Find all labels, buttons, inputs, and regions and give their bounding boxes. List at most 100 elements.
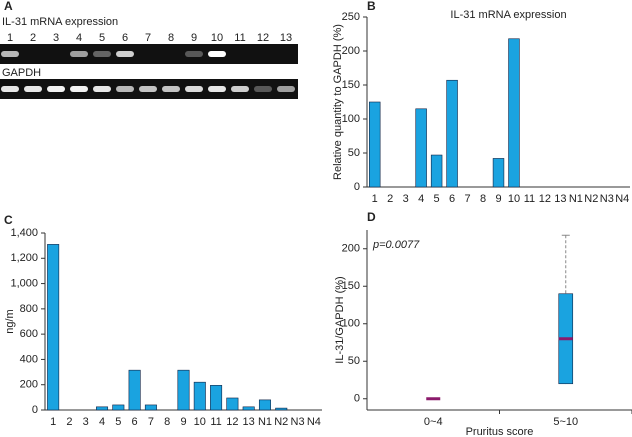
x-tick-label: 5 <box>434 193 440 205</box>
x-tick-label: N4 <box>307 416 321 428</box>
band <box>93 51 111 57</box>
band <box>47 86 65 92</box>
y-tick-label: 50 <box>348 355 360 367</box>
band <box>70 51 88 57</box>
x-tick-label: 11 <box>524 193 535 205</box>
gel-strip <box>0 44 298 64</box>
band <box>185 51 203 57</box>
band <box>116 51 134 57</box>
x-tick-label: 2 <box>66 416 72 428</box>
band <box>277 86 295 92</box>
x-tick-label: 12 <box>226 416 238 428</box>
y-tick-label: 1,200 <box>10 252 38 264</box>
x-tick-label: 13 <box>243 416 255 428</box>
x-tick-label: 3 <box>83 416 89 428</box>
x-tick-label: 10 <box>194 416 206 428</box>
x-tick-label: 0~4 <box>424 416 443 428</box>
annotation: p=0.0077 <box>372 239 420 251</box>
band <box>116 86 134 92</box>
x-tick-label: 5 <box>115 416 121 428</box>
y-tick-label: 200 <box>342 45 360 57</box>
x-tick-label: 1 <box>372 193 378 205</box>
panel-label: C <box>4 213 13 227</box>
x-tick-label: 2 <box>387 193 393 205</box>
y-tick-label: 200 <box>20 379 38 391</box>
y-tick-label: 1,400 <box>10 227 38 239</box>
bar <box>47 244 60 411</box>
bar <box>226 397 239 411</box>
y-tick-label: 150 <box>342 79 360 91</box>
y-tick-label: 200 <box>342 243 360 255</box>
y-tick-label: 0 <box>32 404 38 416</box>
lane-label: 10 <box>211 32 223 44</box>
lane-label: 1 <box>7 32 13 44</box>
bar <box>369 101 381 188</box>
bar <box>177 369 190 411</box>
lane-label: 13 <box>280 32 292 44</box>
y-tick-label: 400 <box>20 353 38 365</box>
band <box>1 86 19 92</box>
x-tick-label: 11 <box>210 416 221 428</box>
x-tick-label: 6 <box>132 416 138 428</box>
bar <box>492 158 505 188</box>
band <box>93 86 111 92</box>
x-tick-label: 13 <box>554 193 566 205</box>
band <box>185 86 203 92</box>
x-tick-label: 7 <box>148 416 154 428</box>
bar <box>210 385 223 411</box>
chart-title: IL-31 mRNA expression <box>450 9 566 21</box>
x-tick-label: N4 <box>615 193 629 205</box>
bar <box>508 38 520 188</box>
x-tick-label: 6 <box>449 193 455 205</box>
panel-label: A <box>4 0 13 13</box>
y-tick-label: 0 <box>354 181 360 193</box>
bar <box>96 406 109 411</box>
x-tick-label: 4 <box>99 416 105 428</box>
x-tick-label: 5~10 <box>553 416 578 428</box>
x-tick-label: 3 <box>403 193 409 205</box>
y-axis-label: Relative quantity to GAPDH (%) <box>332 24 344 180</box>
lane-label: 8 <box>168 32 174 44</box>
bar <box>242 406 255 411</box>
x-tick-label: 10 <box>508 193 520 205</box>
x-tick-label: 1 <box>50 416 56 428</box>
y-axis-label: IL-31/GAPDH (%) <box>334 276 346 363</box>
band <box>231 86 249 92</box>
panel-label: D <box>367 210 376 224</box>
x-tick-label: N1 <box>258 416 272 428</box>
band <box>254 86 272 92</box>
lane-label: 2 <box>30 32 36 44</box>
bar <box>415 108 427 188</box>
bar <box>430 154 443 188</box>
band <box>24 86 42 92</box>
x-tick-label: 4 <box>418 193 424 205</box>
bar <box>446 79 458 188</box>
y-tick-label: 50 <box>348 147 360 159</box>
y-tick-label: 150 <box>342 280 360 292</box>
lane-label: 11 <box>234 32 245 44</box>
bar <box>193 381 206 411</box>
x-tick-label: 9 <box>495 193 501 205</box>
lane-label: 5 <box>99 32 105 44</box>
panel-label: B <box>367 0 376 13</box>
lane-label: 6 <box>122 32 128 44</box>
lane-label: 4 <box>76 32 82 44</box>
x-tick-label: N2 <box>274 416 288 428</box>
y-tick-label: 0 <box>354 393 360 405</box>
y-axis-label: ng/m <box>4 309 16 333</box>
x-tick-label: 9 <box>180 416 186 428</box>
bar <box>128 369 141 411</box>
band <box>1 51 19 57</box>
band <box>208 86 226 92</box>
gel-title: IL-31 mRNA expression <box>2 16 118 28</box>
y-tick-label: 1,000 <box>10 277 38 289</box>
x-tick-label: 8 <box>164 416 170 428</box>
lane-label: 12 <box>257 32 269 44</box>
bar <box>258 399 271 411</box>
bar <box>275 407 288 411</box>
lane-label: 9 <box>191 32 197 44</box>
x-tick-label: N2 <box>584 193 598 205</box>
x-tick-label: 12 <box>539 193 551 205</box>
